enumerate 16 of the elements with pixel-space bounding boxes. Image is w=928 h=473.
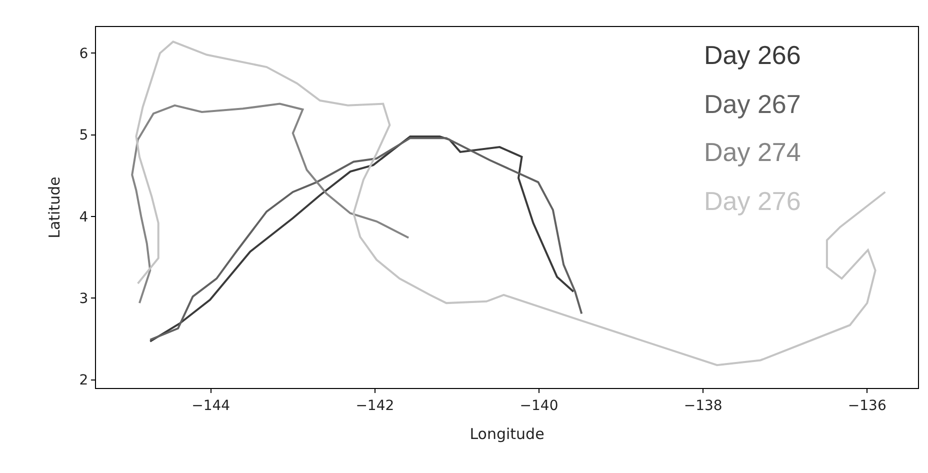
series-label: Day 276 bbox=[704, 186, 801, 216]
y-axis-title: Latitude bbox=[46, 176, 64, 238]
text: Day 274 bbox=[704, 137, 801, 167]
x-tick-label: −140 bbox=[520, 398, 558, 414]
x-tick-label: −142 bbox=[356, 398, 394, 414]
x-tick-label: −144 bbox=[192, 398, 230, 414]
text: Day 267 bbox=[704, 89, 801, 119]
x-tick-label: −136 bbox=[848, 398, 886, 414]
text: Day 266 bbox=[704, 40, 801, 70]
y-tick-label: 6 bbox=[79, 46, 88, 62]
x-axis-title: Longitude bbox=[470, 424, 544, 443]
y-tick-label: 3 bbox=[79, 291, 88, 308]
y-tick-label: 4 bbox=[79, 209, 88, 226]
y-tick-label: 5 bbox=[79, 128, 88, 144]
x-tick-label: −138 bbox=[684, 398, 722, 414]
y-tick-label: 2 bbox=[79, 372, 88, 389]
